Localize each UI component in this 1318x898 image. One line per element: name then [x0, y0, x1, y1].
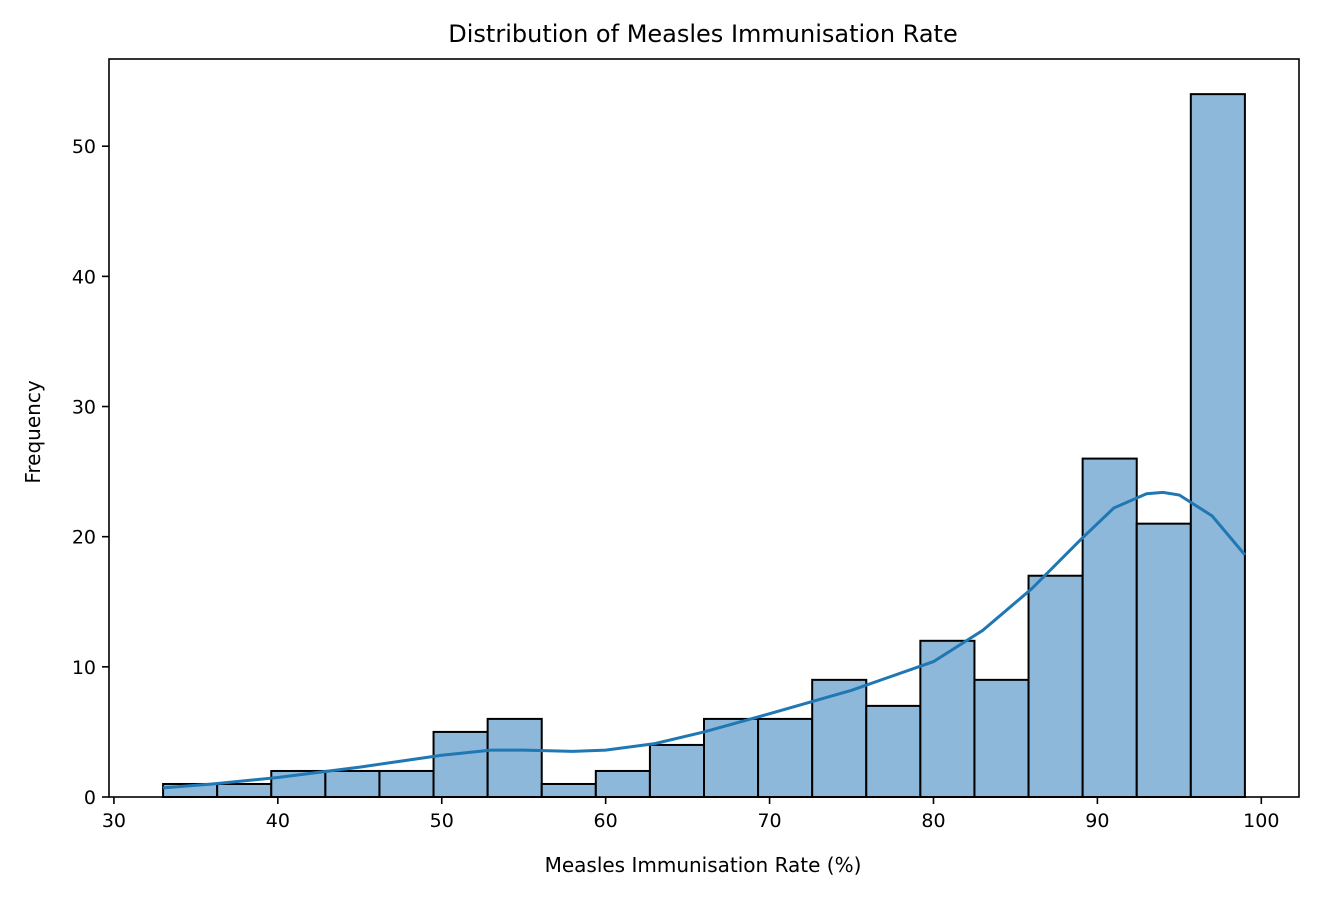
x-tick-label: 80 — [921, 810, 945, 832]
y-tick-label: 10 — [72, 657, 96, 679]
y-axis-ticks: 0 10 20 30 40 50 — [72, 136, 109, 809]
histogram-bar — [757, 717, 814, 799]
histogram-bars — [162, 93, 1246, 799]
histogram-bar — [703, 717, 760, 799]
y-tick-label: 30 — [72, 397, 96, 419]
y-tick-label: 20 — [72, 527, 96, 549]
x-tick-label: 50 — [430, 810, 454, 832]
histogram-bar — [919, 639, 976, 798]
plot-frame — [108, 58, 1300, 798]
x-tick-label: 90 — [1085, 810, 1109, 832]
chart-title: Distribution of Measles Immunisation Rat… — [448, 20, 957, 48]
y-tick-label: 40 — [72, 266, 96, 288]
histogram-bar — [973, 678, 1030, 798]
histogram-bar — [1081, 457, 1138, 798]
histogram-bar — [865, 704, 922, 799]
histogram-bar — [324, 769, 381, 799]
x-tick-label: 100 — [1243, 810, 1279, 832]
histogram-bar — [811, 678, 868, 798]
histogram-bar — [1135, 522, 1192, 799]
y-tick-label: 50 — [72, 136, 96, 158]
histogram-bar — [1027, 574, 1084, 798]
histogram-bar — [540, 782, 597, 799]
x-tick-label: 30 — [102, 810, 126, 832]
y-axis-label: Frequency — [21, 380, 45, 483]
x-tick-label: 60 — [594, 810, 618, 832]
x-axis-label: Measles Immunisation Rate (%) — [545, 853, 862, 877]
histogram-bar — [1189, 93, 1246, 798]
histogram-bar — [432, 730, 489, 799]
histogram-bar — [378, 769, 435, 799]
histogram-bar — [648, 743, 706, 799]
y-tick-label: 0 — [84, 787, 96, 809]
histogram-bar — [594, 769, 651, 799]
kde-curve — [162, 490, 1247, 790]
x-tick-label: 70 — [757, 810, 781, 832]
x-axis-ticks: 30 40 50 60 70 80 90 100 — [102, 797, 1279, 832]
histogram-bar — [216, 782, 273, 799]
histogram-bar — [486, 717, 543, 799]
x-tick-label: 40 — [266, 810, 290, 832]
